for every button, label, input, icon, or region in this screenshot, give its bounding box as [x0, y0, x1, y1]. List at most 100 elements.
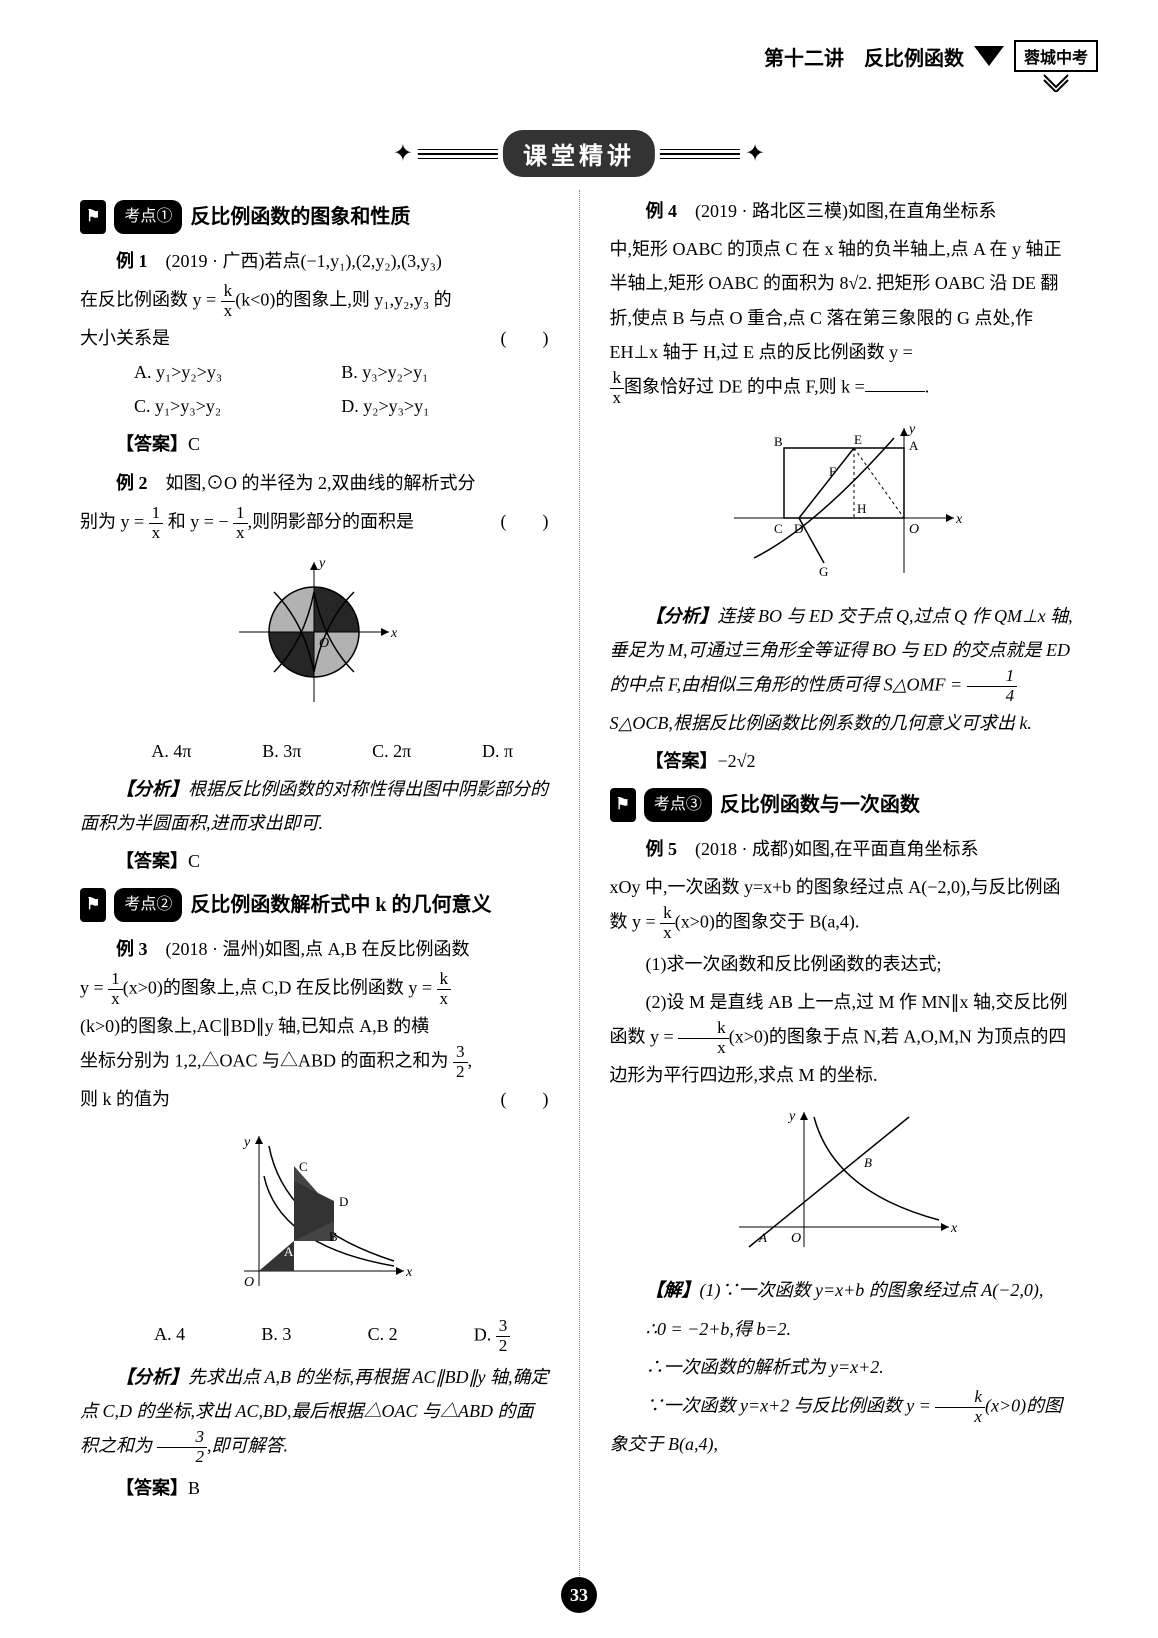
- ex3-analysis: 【分析】先求出点 A,B 的坐标,再根据 AC∥BD∥y 轴,确定点 C,D 的…: [80, 1360, 549, 1467]
- svg-text:x: x: [405, 1265, 413, 1280]
- logo-badge: 蓉城中考: [1014, 40, 1098, 72]
- topic-1-title: 反比例函数的图象和性质: [190, 198, 410, 236]
- svg-text:A: A: [758, 1230, 767, 1245]
- svg-text:A: A: [909, 438, 919, 453]
- topic-3-badge: 考点③: [644, 788, 712, 822]
- svg-text:x: x: [390, 626, 398, 641]
- star-icon: ✦: [745, 139, 765, 168]
- ex2-optC: C. 2π: [372, 734, 411, 768]
- svg-text:x: x: [950, 1221, 958, 1236]
- ex3-optD: D. 32: [474, 1317, 511, 1356]
- ex4-label: 例 4: [646, 201, 678, 221]
- topic-3-header: ⚑ 考点③ 反比例函数与一次函数: [610, 786, 1079, 824]
- ex5-sol4: ∵一次函数 y=x+2 与反比例函数 y = kx(x>0)的图象交于 B(a,…: [610, 1388, 1079, 1461]
- ex3-line4: 坐标分别为 1,2,△OAC 与△ABD 的面积之和为 32,: [80, 1043, 549, 1082]
- banner-line-left: [418, 153, 498, 155]
- ex5-label: 例 5: [646, 839, 678, 859]
- page-number: 33: [561, 1577, 597, 1613]
- svg-text:E: E: [854, 432, 862, 447]
- ex3-options: A. 4 B. 3 C. 2 D. 32: [80, 1317, 549, 1356]
- ex2-figure: x y O: [80, 552, 549, 723]
- ex3-optA: A. 4: [154, 1317, 185, 1356]
- ex5-body1: xOy 中,一次函数 y=x+b 的图象经过点 A(−2,0),与反比例函数 y…: [610, 870, 1079, 943]
- ex1-options-row2: C. y₁>y₃>y₂ D. y₂>y₃>y₁: [80, 389, 549, 423]
- topic-1-badge: 考点①: [114, 200, 182, 234]
- ex3-label: 例 3: [116, 939, 148, 959]
- svg-text:y: y: [242, 1135, 251, 1150]
- ex3-line5: 则 k 的值为( ): [80, 1082, 549, 1116]
- ex1-optB: B. y₃>y₂>y₁: [341, 355, 548, 389]
- ex3-line1: 例 3 (2018 · 温州)如图,点 A,B 在反比例函数: [80, 932, 549, 966]
- ex1-optD: D. y₂>y₃>y₁: [341, 389, 548, 423]
- svg-text:A: A: [284, 1244, 294, 1259]
- answer-paren: ( ): [501, 1082, 549, 1116]
- column-divider: [579, 190, 580, 1578]
- svg-text:O: O: [244, 1275, 254, 1290]
- ex4-line1: 例 4 (2019 · 路北区三模)如图,在直角坐标系: [610, 194, 1079, 228]
- topic-1-header: ⚑ 考点① 反比例函数的图象和性质: [80, 198, 549, 236]
- svg-text:D: D: [339, 1194, 348, 1209]
- chapter-title: 第十二讲 反比例函数: [764, 42, 964, 71]
- ex2-label: 例 2: [116, 473, 148, 493]
- ex1-source: (2019 · 广西)若点(−1,y₁),(2,y₂),(3,y₃): [166, 251, 442, 271]
- ex3-answer: 【答案】B: [80, 1471, 549, 1505]
- topic-icon: ⚑: [80, 200, 106, 234]
- ex2-options: A. 4π B. 3π C. 2π D. π: [80, 734, 549, 768]
- svg-text:C: C: [774, 521, 783, 536]
- ex1-line3: 大小关系是( ): [80, 321, 549, 355]
- ex5-sol1: 【解】(1)∵一次函数 y=x+b 的图象经过点 A(−2,0),: [610, 1273, 1079, 1307]
- svg-text:B: B: [774, 434, 783, 449]
- ex5-sol3: ∴一次函数的解析式为 y=x+2.: [610, 1350, 1079, 1384]
- svg-text:G: G: [819, 564, 828, 578]
- ex3-optC: C. 2: [368, 1317, 398, 1356]
- answer-paren: ( ): [501, 504, 549, 538]
- ex4-body: 中,矩形 OABC 的顶点 C 在 x 轴的负半轴上,点 A 在 y 轴正半轴上…: [610, 232, 1079, 369]
- ex2-answer: 【答案】C: [80, 844, 549, 878]
- topic-icon: ⚑: [610, 788, 636, 822]
- ex5-figure: x y O A B: [610, 1102, 1079, 1263]
- ex4-answer: 【答案】−2√2: [610, 744, 1079, 778]
- topic-3-title: 反比例函数与一次函数: [720, 786, 920, 824]
- fill-blank: [865, 391, 925, 392]
- ex1-line1: 例 1 (2019 · 广西)若点(−1,y₁),(2,y₂),(3,y₃): [80, 244, 549, 278]
- ex4-figure: x y O B A C E D F H G: [610, 418, 1079, 589]
- ex4-analysis: 【分析】连接 BO 与 ED 交于点 Q,过点 Q 作 QM⊥x 轴,垂足为 M…: [610, 599, 1079, 740]
- ex2-optA: A. 4π: [151, 734, 191, 768]
- ex2-analysis: 【分析】根据反比例函数的对称性得出图中阴影部分的面积为半圆面积,进而求出即可.: [80, 772, 549, 840]
- section-banner: ✦ 课堂精讲 ✦: [393, 130, 765, 177]
- ex2-line1: 例 2 如图,⊙O 的半径为 2,双曲线的解析式分: [80, 466, 549, 500]
- svg-text:y: y: [907, 422, 916, 437]
- triangle-icon: [974, 41, 1004, 71]
- banner-title: 课堂精讲: [503, 130, 655, 177]
- svg-text:B: B: [329, 1229, 338, 1244]
- svg-text:C: C: [299, 1159, 308, 1174]
- svg-text:F: F: [829, 464, 836, 479]
- ex2-optB: B. 3π: [262, 734, 301, 768]
- ex5-sol2: ∴0 = −2+b,得 b=2.: [610, 1312, 1079, 1346]
- ex3-line3: (k>0)的图象上,AC∥BD∥y 轴,已知点 A,B 的横: [80, 1009, 549, 1043]
- topic-icon: ⚑: [80, 888, 106, 922]
- down-arrow-icon: [1041, 72, 1071, 92]
- svg-text:B: B: [864, 1155, 872, 1170]
- ex3-figure: x y O A B C D: [80, 1126, 549, 1307]
- ex1-options-row1: A. y₁>y₂>y₃ B. y₃>y₂>y₁: [80, 355, 549, 389]
- ex1-line2: 在反比例函数 y = kx(k<0)的图象上,则 y₁,y₂,y₃ 的: [80, 282, 549, 321]
- svg-text:O: O: [791, 1231, 801, 1246]
- star-icon: ✦: [393, 139, 413, 168]
- ex1-optC: C. y₁>y₃>y₂: [134, 389, 341, 423]
- ex2-line2: 别为 y = 1x 和 y = − 1x,则阴影部分的面积是( ): [80, 504, 549, 543]
- left-column: ⚑ 考点① 反比例函数的图象和性质 例 1 (2019 · 广西)若点(−1,y…: [80, 190, 549, 1578]
- topic-2-badge: 考点②: [114, 888, 182, 922]
- ex1-optA: A. y₁>y₂>y₃: [134, 355, 341, 389]
- answer-paren: ( ): [501, 321, 549, 355]
- right-column: 例 4 (2019 · 路北区三模)如图,在直角坐标系 中,矩形 OABC 的顶…: [610, 190, 1079, 1578]
- ex5-q1: (1)求一次函数和反比例函数的表达式;: [610, 947, 1079, 981]
- ex3-line2: y = 1x(x>0)的图象上,点 C,D 在反比例函数 y = kx: [80, 970, 549, 1009]
- ex4-line2: kx图象恰好过 DE 的中点 F,则 k =.: [610, 369, 1079, 408]
- topic-2-header: ⚑ 考点② 反比例函数解析式中 k 的几何意义: [80, 886, 549, 924]
- svg-text:y: y: [317, 556, 326, 571]
- ex3-optB: B. 3: [261, 1317, 291, 1356]
- svg-text:H: H: [857, 501, 866, 516]
- ex5-line1: 例 5 (2018 · 成都)如图,在平面直角坐标系: [610, 832, 1079, 866]
- topic-2-title: 反比例函数解析式中 k 的几何意义: [190, 886, 491, 924]
